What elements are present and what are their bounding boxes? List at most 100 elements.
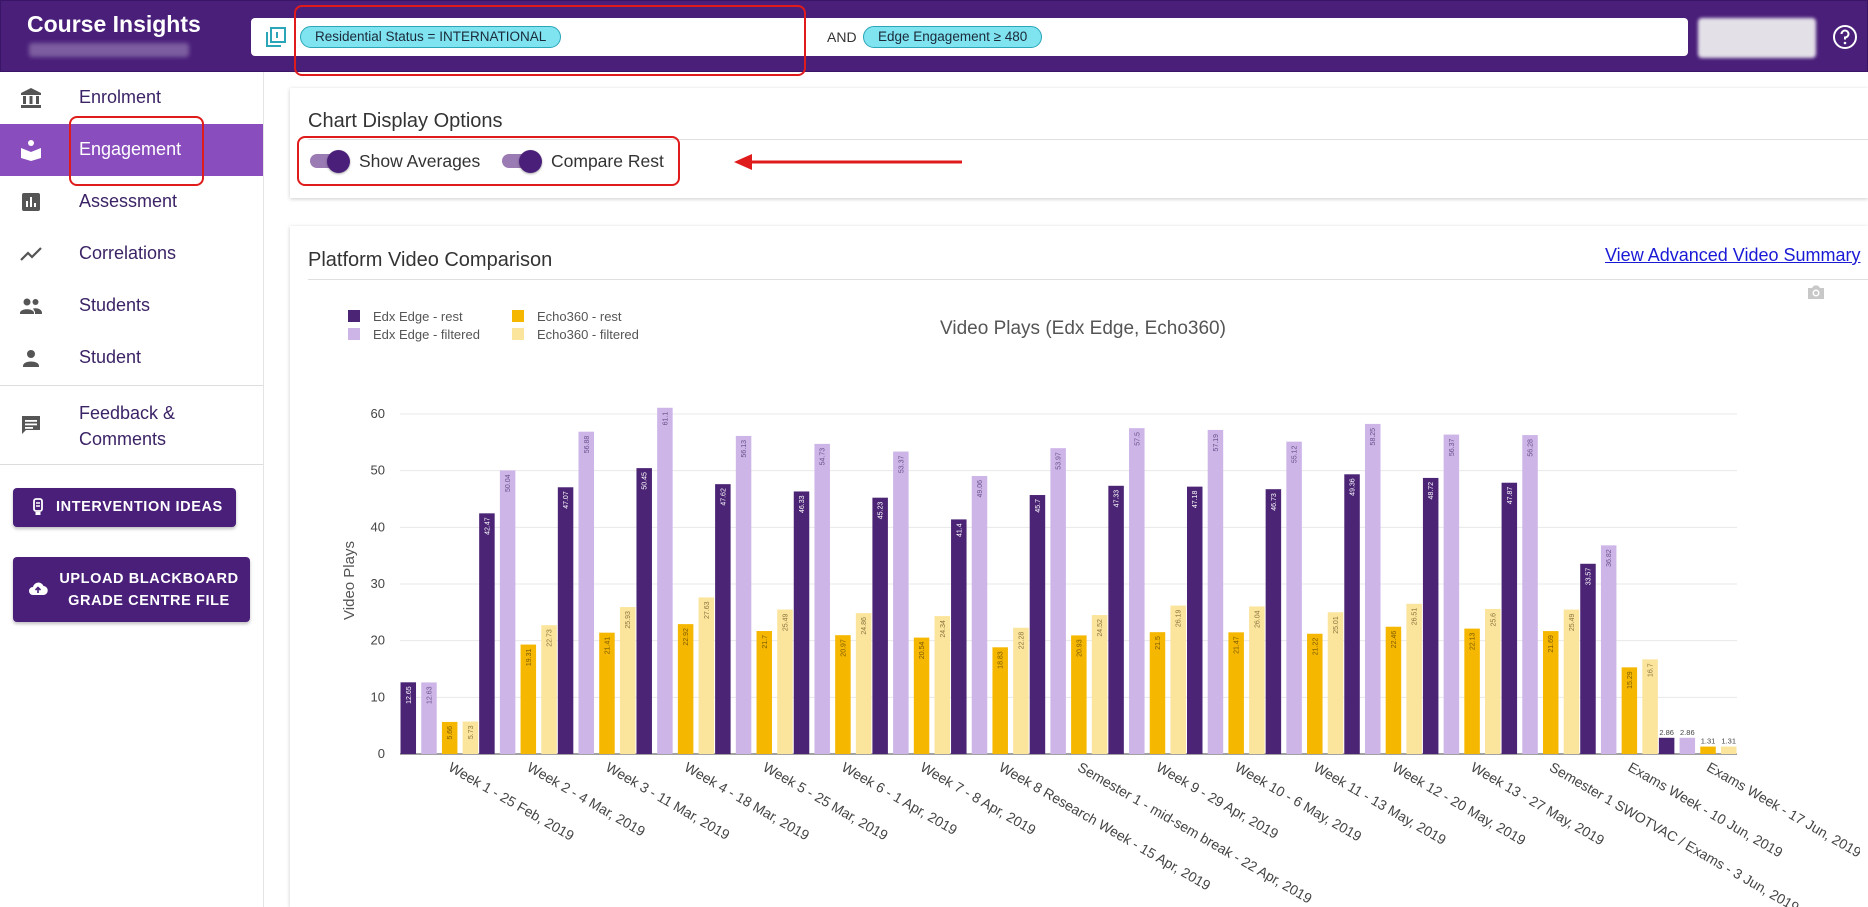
- x-tick-label: Week 10 - 6 May, 2019: [1232, 759, 1364, 845]
- sidebar-divider: [0, 464, 263, 465]
- blurred-user-button[interactable]: [1698, 18, 1816, 58]
- bar-data-label: 19.31: [526, 648, 533, 666]
- bar: [1406, 603, 1422, 754]
- bar-data-label: 49.06: [977, 480, 984, 498]
- bar: [1186, 486, 1203, 754]
- bar-data-label: 26.04: [1254, 610, 1261, 628]
- sidebar-item-label: Assessment: [79, 191, 178, 211]
- camera-icon[interactable]: [1807, 284, 1825, 300]
- bar-data-label: 5.73: [468, 725, 475, 739]
- sidebar-item-correlations[interactable]: Correlations: [0, 228, 263, 280]
- bar: [1580, 563, 1596, 754]
- bar: [1129, 428, 1145, 754]
- bar: [1485, 608, 1501, 754]
- legend-label: Echo360 - rest: [537, 309, 622, 324]
- help-icon[interactable]: [1832, 24, 1858, 50]
- bar-data-label: 56.13: [741, 440, 748, 458]
- x-tick-label: Week 5 - 25 Mar, 2019: [760, 759, 891, 844]
- bar: [1249, 606, 1265, 754]
- bar-data-label: 1.31: [1721, 737, 1736, 746]
- lightbulb-icon: [33, 498, 43, 515]
- bar-data-label: 20.93: [1076, 639, 1083, 657]
- bar: [1443, 434, 1460, 754]
- bar-data-label: 54.73: [820, 448, 827, 466]
- annotation-highlight-toggles: [297, 136, 680, 186]
- bar: [1108, 485, 1124, 754]
- chart-display-options-card: Chart Display Options Show Averages Comp…: [290, 88, 1868, 198]
- bar: [1307, 633, 1323, 754]
- sidebar-item-student[interactable]: Student: [0, 332, 263, 384]
- filter-bar[interactable]: Residential Status = INTERNATIONAL AND E…: [251, 18, 1688, 56]
- bar-data-label: 12.65: [406, 686, 413, 704]
- bar: [677, 624, 694, 754]
- bar-data-label: 48.72: [1428, 482, 1435, 500]
- bar-data-label: 57.19: [1213, 434, 1220, 452]
- bar-data-label: 56.88: [584, 436, 591, 454]
- bar-data-label: 56.28: [1528, 439, 1535, 457]
- sidebar-item-students[interactable]: Students: [0, 280, 263, 332]
- bar-data-label: 25.01: [1333, 616, 1340, 634]
- upload-grade-centre-label: UPLOAD BLACKBOARD GRADE CENTRE FILE: [59, 571, 239, 609]
- annotation-highlight-filters: [294, 5, 806, 76]
- bar-data-label: 53.97: [1056, 452, 1063, 470]
- filter-chip-edge-engagement[interactable]: Edge Engagement ≥ 480: [863, 26, 1043, 48]
- bar-data-label: 21.7: [762, 635, 769, 649]
- bar-data-label: 50.45: [642, 472, 649, 490]
- bar-data-label: 41.4: [956, 523, 963, 537]
- bar-data-label: 56.37: [1449, 438, 1456, 456]
- bar-data-label: 2.86: [1659, 728, 1674, 737]
- bar-data-label: 25.6: [1490, 613, 1497, 627]
- sidebar-item-feedback[interactable]: Feedback & Comments: [0, 386, 263, 464]
- bar-data-label: 25.93: [625, 611, 632, 629]
- bar: [1091, 615, 1108, 754]
- filter-chip-residential-status[interactable]: Residential Status = INTERNATIONAL: [300, 26, 562, 48]
- bar: [1286, 441, 1302, 754]
- display-options-title: Chart Display Options: [308, 110, 503, 132]
- bar: [1501, 482, 1518, 754]
- bar-data-label: 21.22: [1312, 638, 1319, 656]
- bar: [1642, 659, 1658, 754]
- bar: [400, 682, 417, 754]
- bar-data-label: 36.82: [1606, 549, 1613, 567]
- intervention-ideas-label: INTERVENTION IDEAS: [56, 499, 223, 515]
- x-tick-label: Week 12 - 20 May, 2019: [1390, 759, 1529, 849]
- upload-grade-centre-button[interactable]: UPLOAD BLACKBOARD GRADE CENTRE FILE: [13, 557, 250, 622]
- sidebar-item-assessment[interactable]: Assessment: [0, 176, 263, 228]
- bar-data-label: 49.36: [1350, 478, 1357, 496]
- toggle-thumb: [519, 150, 542, 173]
- bar-data-label: 45.7: [1035, 499, 1042, 513]
- filter-stack-icon[interactable]: [265, 26, 287, 48]
- bar-data-label: 20.54: [919, 642, 926, 660]
- bar-data-label: 24.34: [940, 620, 947, 638]
- sidebar-item-enrolment[interactable]: Enrolment: [0, 72, 263, 124]
- y-tick-label: 0: [378, 746, 385, 761]
- person-icon: [23, 350, 39, 367]
- legend-swatch: [512, 328, 524, 340]
- y-tick-label: 30: [371, 576, 385, 591]
- people-icon: [20, 298, 42, 314]
- show-averages-toggle[interactable]: [308, 148, 350, 174]
- x-tick-label: Week 13 - 27 May, 2019: [1468, 759, 1607, 849]
- bar: [541, 625, 557, 754]
- y-tick-label: 10: [371, 689, 385, 704]
- bar-data-label: 22.92: [683, 628, 690, 646]
- bar: [1050, 448, 1066, 754]
- bar: [913, 637, 930, 754]
- comment-icon: [22, 416, 40, 434]
- bar: [1170, 605, 1186, 754]
- x-tick-label: Week 4 - 18 Mar, 2019: [682, 759, 813, 844]
- compare-rest-toggle[interactable]: [500, 148, 542, 174]
- x-tick-label: Week 11 - 13 May, 2019: [1311, 759, 1449, 848]
- y-tick-label: 60: [371, 406, 385, 421]
- legend-label: Edx Edge - filtered: [373, 327, 480, 342]
- legend-swatch: [348, 328, 360, 340]
- view-advanced-video-summary-link[interactable]: View Advanced Video Summary: [1605, 245, 1861, 265]
- bar: [1563, 609, 1580, 754]
- bar: [1265, 489, 1282, 754]
- bar-data-label: 20.97: [840, 639, 847, 657]
- sidebar-item-label: Students: [79, 295, 151, 315]
- intervention-ideas-button[interactable]: INTERVENTION IDEAS: [13, 488, 236, 527]
- sidebar-item-engagement[interactable]: Engagement: [0, 124, 263, 176]
- bar-data-label: 46.73: [1271, 493, 1278, 511]
- bar-data-label: 57.5: [1134, 432, 1141, 446]
